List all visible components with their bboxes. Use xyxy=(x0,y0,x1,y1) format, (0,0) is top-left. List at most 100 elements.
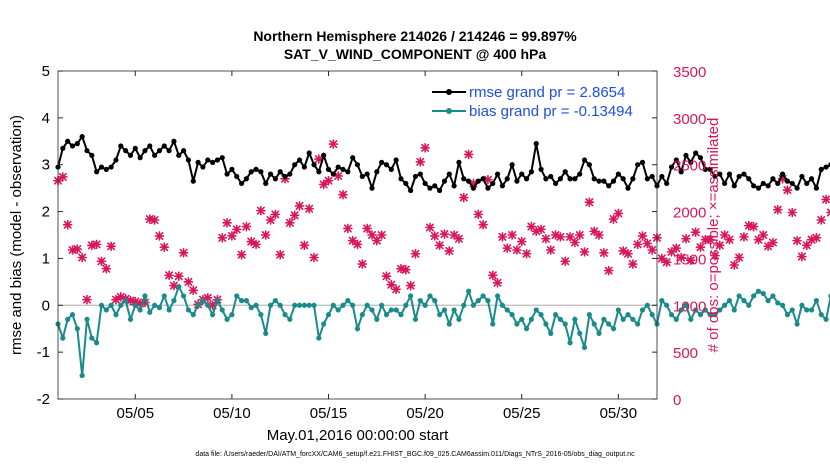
bias-point xyxy=(813,298,820,304)
obs-assimilated-point xyxy=(256,205,266,216)
obs-assimilated-point xyxy=(695,242,706,252)
obs-assimilated-point xyxy=(560,256,571,267)
bias-point xyxy=(808,307,815,313)
bias-point xyxy=(625,312,631,318)
bias-point xyxy=(108,302,114,308)
bias-point xyxy=(209,312,216,318)
obs-assimilated-point xyxy=(507,230,517,240)
rmse-point xyxy=(804,180,810,187)
bias-point xyxy=(683,302,689,308)
obs-assimilated-point xyxy=(439,229,450,239)
bias-point xyxy=(751,293,757,299)
bias-point xyxy=(69,312,76,318)
obs-assimilated-point xyxy=(458,192,469,203)
bias-point xyxy=(615,307,621,313)
obs-assimilated-point xyxy=(227,231,237,241)
rmse-point xyxy=(697,155,704,161)
rmse-point xyxy=(422,180,428,187)
bias-point xyxy=(354,326,361,332)
obs-assimilated-point xyxy=(603,265,614,276)
bias-point xyxy=(166,307,172,313)
legend-rmse-marker xyxy=(446,89,452,95)
obs-assimilated-point xyxy=(251,239,261,250)
rmse-point xyxy=(818,166,824,172)
obs-assimilated-point xyxy=(299,240,310,251)
bias-point xyxy=(205,302,211,308)
bias-point xyxy=(586,312,592,318)
rmse-point xyxy=(562,169,568,175)
rmse-point xyxy=(437,187,443,194)
rmse-point xyxy=(369,185,375,191)
bias-point xyxy=(620,316,626,322)
obs-assimilated-point xyxy=(714,240,725,251)
obs-assimilated-point xyxy=(772,204,783,215)
bias-point xyxy=(306,302,312,308)
obs-assimilated-point xyxy=(811,233,822,243)
y-left-tick-label: -1 xyxy=(37,344,50,361)
obs-assimilated-point xyxy=(628,259,638,269)
y-left-axis-label: rmse and bias (model - observation) xyxy=(8,115,25,355)
obs-assimilated-point xyxy=(821,194,830,205)
rmse-point xyxy=(412,173,419,180)
obs-assimilated-point xyxy=(323,175,334,186)
obs-assimilated-point xyxy=(96,256,107,267)
bias-point xyxy=(398,312,404,318)
rmse-point xyxy=(60,145,66,151)
bias-point xyxy=(118,302,124,308)
bias-point xyxy=(451,307,457,313)
x-tick-label: 05/10 xyxy=(213,405,251,422)
bias-point xyxy=(673,316,679,322)
bias-point xyxy=(610,326,617,332)
obs-assimilated-point xyxy=(285,218,295,228)
bias-point xyxy=(113,312,119,318)
obs-assimilated-point xyxy=(357,259,368,269)
obs-assimilated-point xyxy=(739,232,749,242)
bias-point xyxy=(383,312,390,318)
bias-point xyxy=(408,293,414,299)
bias-point xyxy=(770,293,776,299)
rmse-point xyxy=(538,166,544,172)
bias-point xyxy=(755,288,762,294)
rmse-point xyxy=(258,169,264,175)
obs-assimilated-point xyxy=(352,239,363,250)
obs-assimilated-point xyxy=(497,232,508,242)
obs-assimilated-point xyxy=(58,172,68,182)
bias-point xyxy=(147,309,153,315)
bias-point xyxy=(393,307,399,313)
bias-point xyxy=(741,298,747,304)
bias-point xyxy=(784,312,791,318)
obs-assimilated-point xyxy=(748,221,759,232)
bias-point xyxy=(200,298,206,304)
bias-point xyxy=(644,302,650,308)
obs-assimilated-point xyxy=(487,270,498,281)
obs-assimilated-point xyxy=(328,139,339,149)
rmse-point xyxy=(296,157,303,163)
bias-point xyxy=(664,302,670,308)
x-axis-label: May.01,2016 00:00:00 start xyxy=(266,427,449,444)
bias-point xyxy=(325,312,332,318)
obs-assimilated-point xyxy=(478,219,488,230)
rmse-point xyxy=(98,164,105,170)
rmse-point xyxy=(214,157,221,163)
bias-point xyxy=(263,330,269,336)
rmse-point xyxy=(166,148,172,154)
rmse-point xyxy=(441,178,448,184)
obs-assimilated-point xyxy=(67,245,78,255)
rmse-point xyxy=(567,176,573,182)
rmse-point xyxy=(195,159,201,165)
rmse-point xyxy=(330,171,336,177)
obs-assimilated-point xyxy=(574,230,585,240)
rmse-point xyxy=(234,173,240,180)
rmse-point xyxy=(306,150,312,156)
bias-point xyxy=(606,321,612,327)
bias-point xyxy=(437,312,443,318)
rmse-point xyxy=(408,187,414,194)
axes-box xyxy=(57,70,658,400)
obs-assimilated-point xyxy=(72,244,83,254)
bias-point xyxy=(374,316,380,322)
rmse-point xyxy=(639,159,646,165)
rmse-point xyxy=(548,173,554,180)
rmse-point xyxy=(775,180,781,187)
obs-assimilated-point xyxy=(555,232,566,242)
bias-point xyxy=(316,335,322,341)
